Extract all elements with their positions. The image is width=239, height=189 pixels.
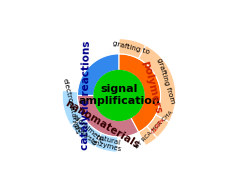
Text: electrocatalysts: electrocatalysts bbox=[62, 78, 81, 135]
Text: grafting to: grafting to bbox=[112, 40, 150, 55]
Text: nanomaterials: nanomaterials bbox=[63, 98, 141, 150]
Polygon shape bbox=[139, 45, 176, 122]
Polygon shape bbox=[139, 126, 157, 146]
Polygon shape bbox=[77, 54, 119, 137]
Polygon shape bbox=[119, 54, 161, 132]
Text: ToT RCA HCR CHA: ToT RCA HCR CHA bbox=[133, 110, 174, 151]
Polygon shape bbox=[62, 91, 84, 125]
Text: polymers: polymers bbox=[140, 60, 163, 115]
Text: signal
amplification: signal amplification bbox=[78, 84, 160, 106]
Text: natural
enzymes: natural enzymes bbox=[91, 133, 124, 153]
Text: biomimetic
catalysts: biomimetic catalysts bbox=[67, 114, 105, 150]
Text: catalytic reactions: catalytic reactions bbox=[80, 40, 92, 150]
Polygon shape bbox=[71, 118, 101, 147]
Polygon shape bbox=[95, 133, 118, 152]
Polygon shape bbox=[147, 115, 169, 138]
Polygon shape bbox=[119, 39, 146, 59]
Text: CLRPs: CLRPs bbox=[150, 117, 166, 135]
Text: grafting from: grafting from bbox=[156, 57, 176, 105]
Polygon shape bbox=[77, 95, 139, 137]
Circle shape bbox=[94, 70, 144, 120]
